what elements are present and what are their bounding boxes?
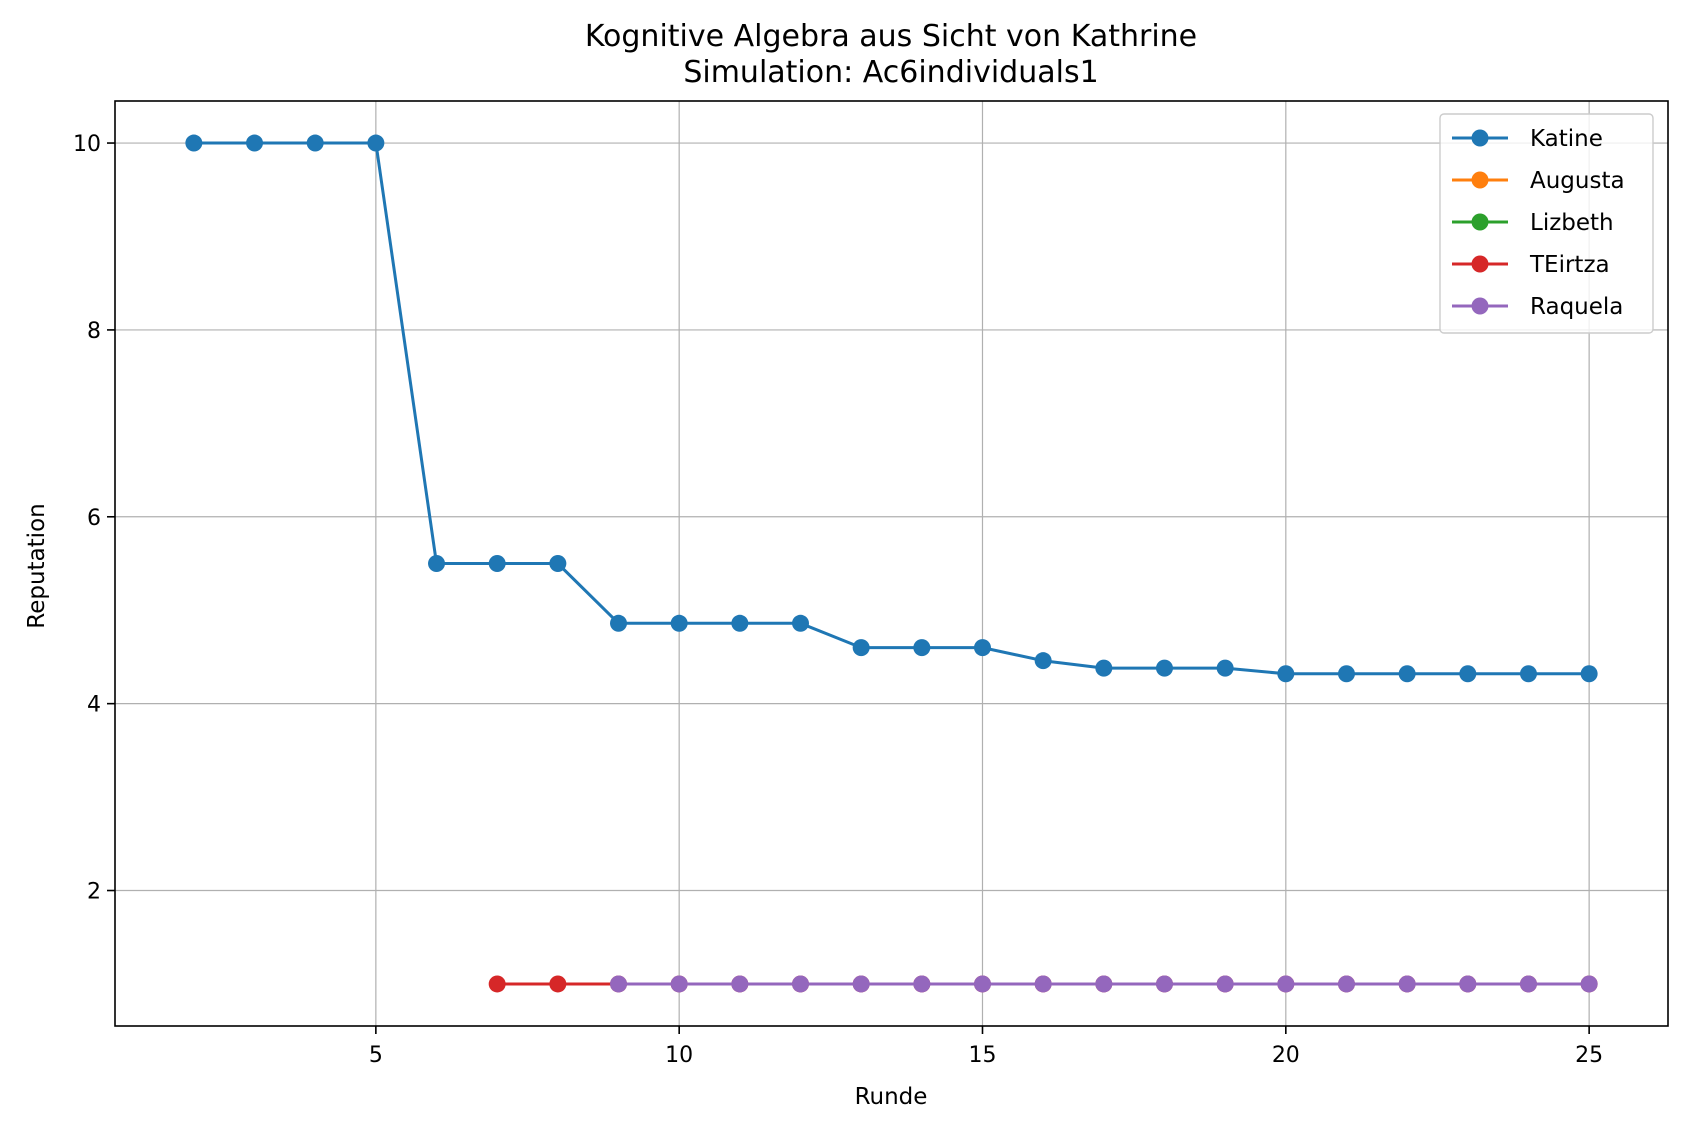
x-tick-label: 10: [665, 1043, 693, 1068]
data-point: [1095, 659, 1113, 677]
data-point: [1034, 652, 1052, 670]
x-tick-label: 25: [1575, 1043, 1603, 1068]
legend-item: Augusta: [1452, 168, 1625, 194]
data-point: [1277, 975, 1295, 993]
chart-title: Kognitive Algebra aus Sicht von Kathrine: [585, 19, 1197, 54]
data-point: [1580, 975, 1598, 993]
legend-item: TEirtza: [1452, 252, 1610, 278]
data-point: [1337, 975, 1355, 993]
legend-item: Katine: [1452, 126, 1603, 152]
y-axis-label: Reputation: [24, 503, 50, 628]
x-tick-label: 15: [968, 1043, 996, 1068]
data-point: [1519, 665, 1537, 683]
data-point: [1216, 659, 1234, 677]
y-tick-label: 8: [87, 319, 101, 344]
x-axis-ticks: 5 10 15 20 25: [369, 1026, 1603, 1068]
data-point: [913, 975, 931, 993]
data-point: [1216, 975, 1234, 993]
chart-subtitle: Simulation: Ac6individuals1: [683, 55, 1098, 90]
data-point: [670, 975, 688, 993]
grid-lines: [115, 101, 1668, 1026]
y-tick-label: 4: [87, 693, 101, 718]
x-tick-label: 5: [369, 1043, 383, 1068]
legend-marker: [1471, 213, 1489, 231]
legend-label: Augusta: [1530, 168, 1625, 194]
legend-marker: [1471, 129, 1489, 147]
legend-marker: [1471, 171, 1489, 189]
data-point: [610, 614, 628, 632]
data-point: [1459, 665, 1477, 683]
data-point: [792, 975, 810, 993]
legend-item: Raquela: [1452, 294, 1623, 320]
legend-marker: [1471, 297, 1489, 315]
data-point: [1277, 665, 1295, 683]
data-point: [1459, 975, 1477, 993]
legend-item: Lizbeth: [1452, 210, 1614, 236]
legend-label: TEirtza: [1529, 252, 1610, 278]
data-point: [246, 134, 264, 152]
data-point: [367, 134, 385, 152]
legend-label: Lizbeth: [1530, 210, 1614, 236]
series-line: [193, 141, 1590, 676]
data-point: [1155, 975, 1173, 993]
data-point: [306, 134, 324, 152]
data-point: [852, 639, 870, 657]
plot-area-frame: [114, 100, 1669, 1027]
data-point: [1580, 665, 1598, 683]
data-point: [973, 975, 991, 993]
data-point: [973, 639, 991, 657]
data-point: [792, 614, 810, 632]
data-point: [1519, 975, 1537, 993]
series-katine: [185, 134, 1598, 683]
legend-frame: [1439, 113, 1654, 334]
legend-marker: [1471, 255, 1489, 273]
data-point: [731, 614, 749, 632]
series-raquela: [610, 975, 1598, 993]
data-point: [670, 614, 688, 632]
data-point: [610, 975, 628, 993]
x-axis-label: Runde: [855, 1084, 928, 1110]
y-axis-ticks: 2 4 6 8 10: [73, 132, 115, 905]
y-tick-label: 2: [87, 880, 101, 905]
data-point: [1034, 975, 1052, 993]
data-point: [1398, 665, 1416, 683]
legend: Katine Augusta Lizbeth TEirtza Raquela: [1439, 113, 1654, 334]
data-point: [852, 975, 870, 993]
data-point: [1337, 665, 1355, 683]
legend-label: Raquela: [1530, 294, 1623, 320]
data-point: [731, 975, 749, 993]
series-layer: [185, 134, 1598, 993]
data-point: [185, 134, 203, 152]
y-tick-label: 6: [87, 506, 101, 531]
data-point: [488, 555, 506, 572]
data-point: [1398, 975, 1416, 993]
x-tick-label: 20: [1272, 1043, 1300, 1068]
legend-label: Katine: [1530, 126, 1603, 152]
y-tick-label: 10: [73, 132, 101, 157]
data-point: [1095, 975, 1113, 993]
data-point: [549, 555, 567, 572]
data-point: [913, 639, 931, 657]
data-point: [488, 975, 506, 993]
data-point: [549, 975, 567, 993]
data-point: [428, 555, 446, 572]
data-point: [1155, 659, 1173, 677]
